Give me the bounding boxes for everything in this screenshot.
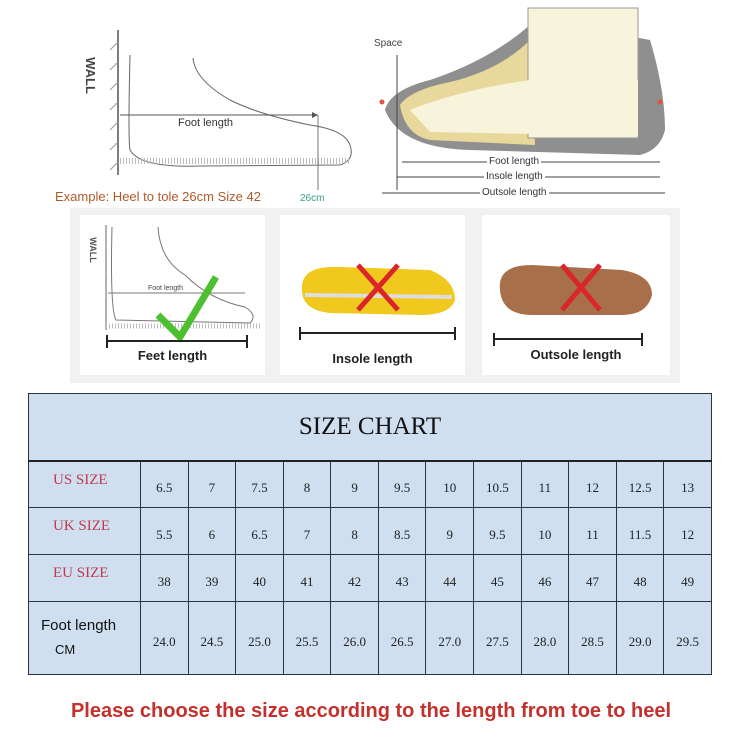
size-cell: 7 (282, 507, 332, 555)
size-cell: 12.5 (615, 460, 665, 508)
cm-unit: CM (55, 642, 76, 657)
size-cell: 38 (140, 554, 189, 602)
foot-length-header: Foot length (41, 617, 117, 634)
size-cell: 26.5 (377, 601, 427, 675)
size-cell: 7 (187, 460, 237, 508)
size-cell: 26.0 (330, 601, 379, 675)
shoe-illustration (379, 7, 665, 194)
example-text: Example: Heel to tole 26cm Size 42 (55, 189, 261, 204)
outsole-cross-illustration (493, 263, 652, 346)
panel-insole-length: Insole length (280, 215, 465, 375)
size-cell: 25.5 (282, 601, 332, 675)
panel-label: Feet length (137, 348, 208, 363)
size-cell: 11 (568, 507, 617, 555)
table-row-foot-length: Foot length CM 24.0 24.5 25.0 25.5 26.0 26.5 27.… (28, 601, 712, 675)
table-row-eu: EU SIZE 38 39 40 41 42 43 44 45 46 47 48 49 (28, 554, 712, 602)
size-cell: 28.0 (520, 601, 570, 675)
size-cell: 41 (282, 554, 332, 602)
row-header: UK SIZE (28, 507, 141, 555)
size-cell: 6.5 (235, 507, 284, 555)
size-chart-table: SIZE CHART US SIZE 6.5 7 7.5 8 9 9.5 10 10.5 11 12… (28, 393, 712, 675)
cross-icon (356, 263, 400, 312)
size-cell: 9.5 (473, 507, 522, 555)
panel-foot-length-label: Foot length (148, 285, 184, 292)
foot-illustration (109, 30, 352, 190)
size-cell: 9 (425, 507, 475, 555)
size-cell: 44 (425, 554, 475, 602)
row-header: EU SIZE (28, 554, 141, 602)
size-notice: Please choose the size according to the … (70, 700, 672, 722)
size-cell: 45 (473, 554, 522, 602)
table-row-uk: UK SIZE 5.5 6 6.5 7 8 8.5 9 9.5 10 11 11.5 12 (28, 507, 712, 555)
shoe-foot-length-label: Foot length (487, 156, 542, 167)
panel-label: Outsole length (530, 347, 622, 362)
size-cell: 8 (330, 507, 379, 555)
size-cell: 29.5 (663, 601, 712, 675)
size-cell: 24.5 (187, 601, 237, 675)
row-header: Foot length CM (28, 601, 141, 675)
size-cell: 10 (520, 507, 570, 555)
size-cell: 27.5 (473, 601, 522, 675)
size-cell: 48 (615, 554, 665, 602)
size-cell: 12 (663, 507, 712, 555)
shoe-insole-length-label: Insole length (484, 171, 545, 182)
size-cell: 6 (187, 507, 237, 555)
size-cell: 47 (568, 554, 617, 602)
size-cell: 43 (377, 554, 427, 602)
size-cell: 28.5 (568, 601, 617, 675)
size-cell: 49 (663, 554, 712, 602)
panel-label: Insole length (332, 351, 413, 366)
panel-outsole-length: Outsole length (482, 215, 670, 375)
size-cell: 46 (520, 554, 570, 602)
ruler-mark-label: 26cm (300, 193, 325, 204)
panel-wall-label: WALL (87, 237, 98, 263)
size-cell: 42 (330, 554, 379, 602)
size-cell: 9.5 (377, 460, 427, 508)
size-cell: 5.5 (140, 507, 189, 555)
size-cell: 7.5 (235, 460, 284, 508)
size-cell: 8 (282, 460, 332, 508)
table-row-us: US SIZE 6.5 7 7.5 8 9 9.5 10 10.5 11 12 12.5 13 (28, 460, 712, 508)
size-cell: 11.5 (615, 507, 665, 555)
foot-length-label: Foot length (178, 117, 234, 129)
size-cell: 8.5 (377, 507, 427, 555)
size-cell: 11 (520, 460, 570, 508)
size-cell: 6.5 (140, 460, 189, 508)
shoe-outsole-length-label: Outsole length (480, 187, 549, 198)
size-cell: 40 (235, 554, 284, 602)
row-header: US SIZE (28, 460, 141, 508)
size-cell: 39 (187, 554, 237, 602)
insole-cross-illustration (299, 263, 456, 340)
size-cell: 27.0 (425, 601, 475, 675)
size-cell: 10.5 (473, 460, 522, 508)
space-label: Space (374, 38, 403, 49)
panel-feet-length: WALL Foot length Feet length (80, 215, 265, 375)
size-cell: 25.0 (235, 601, 284, 675)
size-cell: 9 (330, 460, 379, 508)
size-cell: 24.0 (140, 601, 189, 675)
wall-label: WALL (82, 57, 98, 94)
foot-check-illustration (105, 225, 260, 348)
size-cell: 12 (568, 460, 617, 508)
size-cell: 10 (425, 460, 475, 508)
check-icon (155, 275, 220, 343)
cross-icon (560, 263, 602, 312)
size-cell: 29.0 (615, 601, 665, 675)
size-chart-title: SIZE CHART (28, 393, 712, 462)
size-cell: 13 (663, 460, 712, 508)
